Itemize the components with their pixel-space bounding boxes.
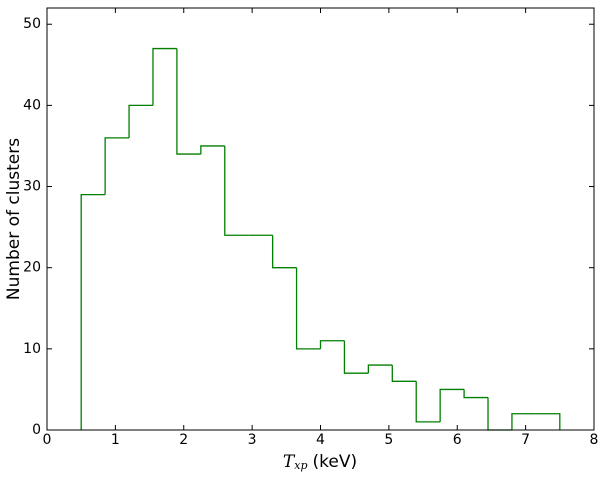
x-tick-label: 3 <box>248 432 257 448</box>
x-tick-label: 6 <box>453 432 462 448</box>
plot-frame <box>46 7 595 431</box>
histogram-bin <box>128 104 153 138</box>
x-tick-label: 8 <box>590 432 599 448</box>
x-label-subscript: xp <box>294 459 307 472</box>
histogram-bin <box>295 267 321 350</box>
y-tick-label: 20 <box>23 260 41 276</box>
histogram-bin <box>224 145 249 236</box>
x-tick-label: 7 <box>521 432 530 448</box>
histogram-bin <box>176 48 201 155</box>
y-axis-label: Number of clusters <box>4 138 24 300</box>
y-tick-label: 0 <box>32 422 41 438</box>
histogram-bin <box>439 388 465 422</box>
x-axis-label: Txp (keV) <box>283 452 357 473</box>
histogram-bin <box>535 413 561 430</box>
histogram-bin <box>391 365 417 382</box>
histogram-bin <box>367 364 393 374</box>
histogram-bin <box>152 47 177 106</box>
histogram-bin <box>343 340 369 374</box>
x-tick-label: 4 <box>316 432 325 448</box>
y-tick-label: 10 <box>23 341 41 357</box>
histogram-bin <box>104 137 130 195</box>
x-tick-label: 2 <box>179 432 188 448</box>
histogram-bin <box>200 145 225 155</box>
histogram-bin <box>80 194 106 430</box>
x-tick-label: 1 <box>111 432 120 448</box>
x-label-symbol: T <box>283 452 296 472</box>
histogram-bin <box>271 235 297 269</box>
y-tick-label: 50 <box>23 16 41 32</box>
histogram-bin <box>319 340 345 349</box>
histogram-bin <box>487 397 512 431</box>
x-tick-label: 0 <box>43 432 52 448</box>
histogram-bin <box>463 389 489 399</box>
x-tick-label: 5 <box>384 432 393 448</box>
histogram-bin <box>415 381 441 423</box>
histogram-bin <box>511 413 536 430</box>
y-tick-label: 30 <box>23 179 41 195</box>
x-label-unit: (keV) <box>313 452 358 472</box>
y-tick-label: 40 <box>23 97 41 113</box>
